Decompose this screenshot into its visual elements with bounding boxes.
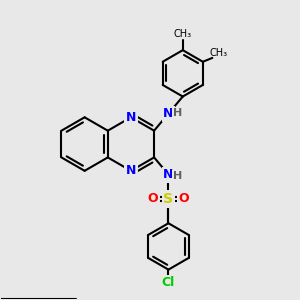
Text: N: N bbox=[163, 168, 174, 181]
Text: N: N bbox=[163, 107, 174, 120]
Text: CH₃: CH₃ bbox=[174, 29, 192, 39]
Text: S: S bbox=[164, 192, 173, 206]
Text: H: H bbox=[173, 108, 183, 118]
Text: O: O bbox=[178, 192, 189, 206]
Text: O: O bbox=[148, 192, 158, 206]
Text: CH₃: CH₃ bbox=[210, 48, 228, 58]
Text: Cl: Cl bbox=[162, 277, 175, 290]
Text: H: H bbox=[173, 171, 183, 181]
Text: N: N bbox=[126, 111, 136, 124]
Text: N: N bbox=[126, 164, 136, 177]
